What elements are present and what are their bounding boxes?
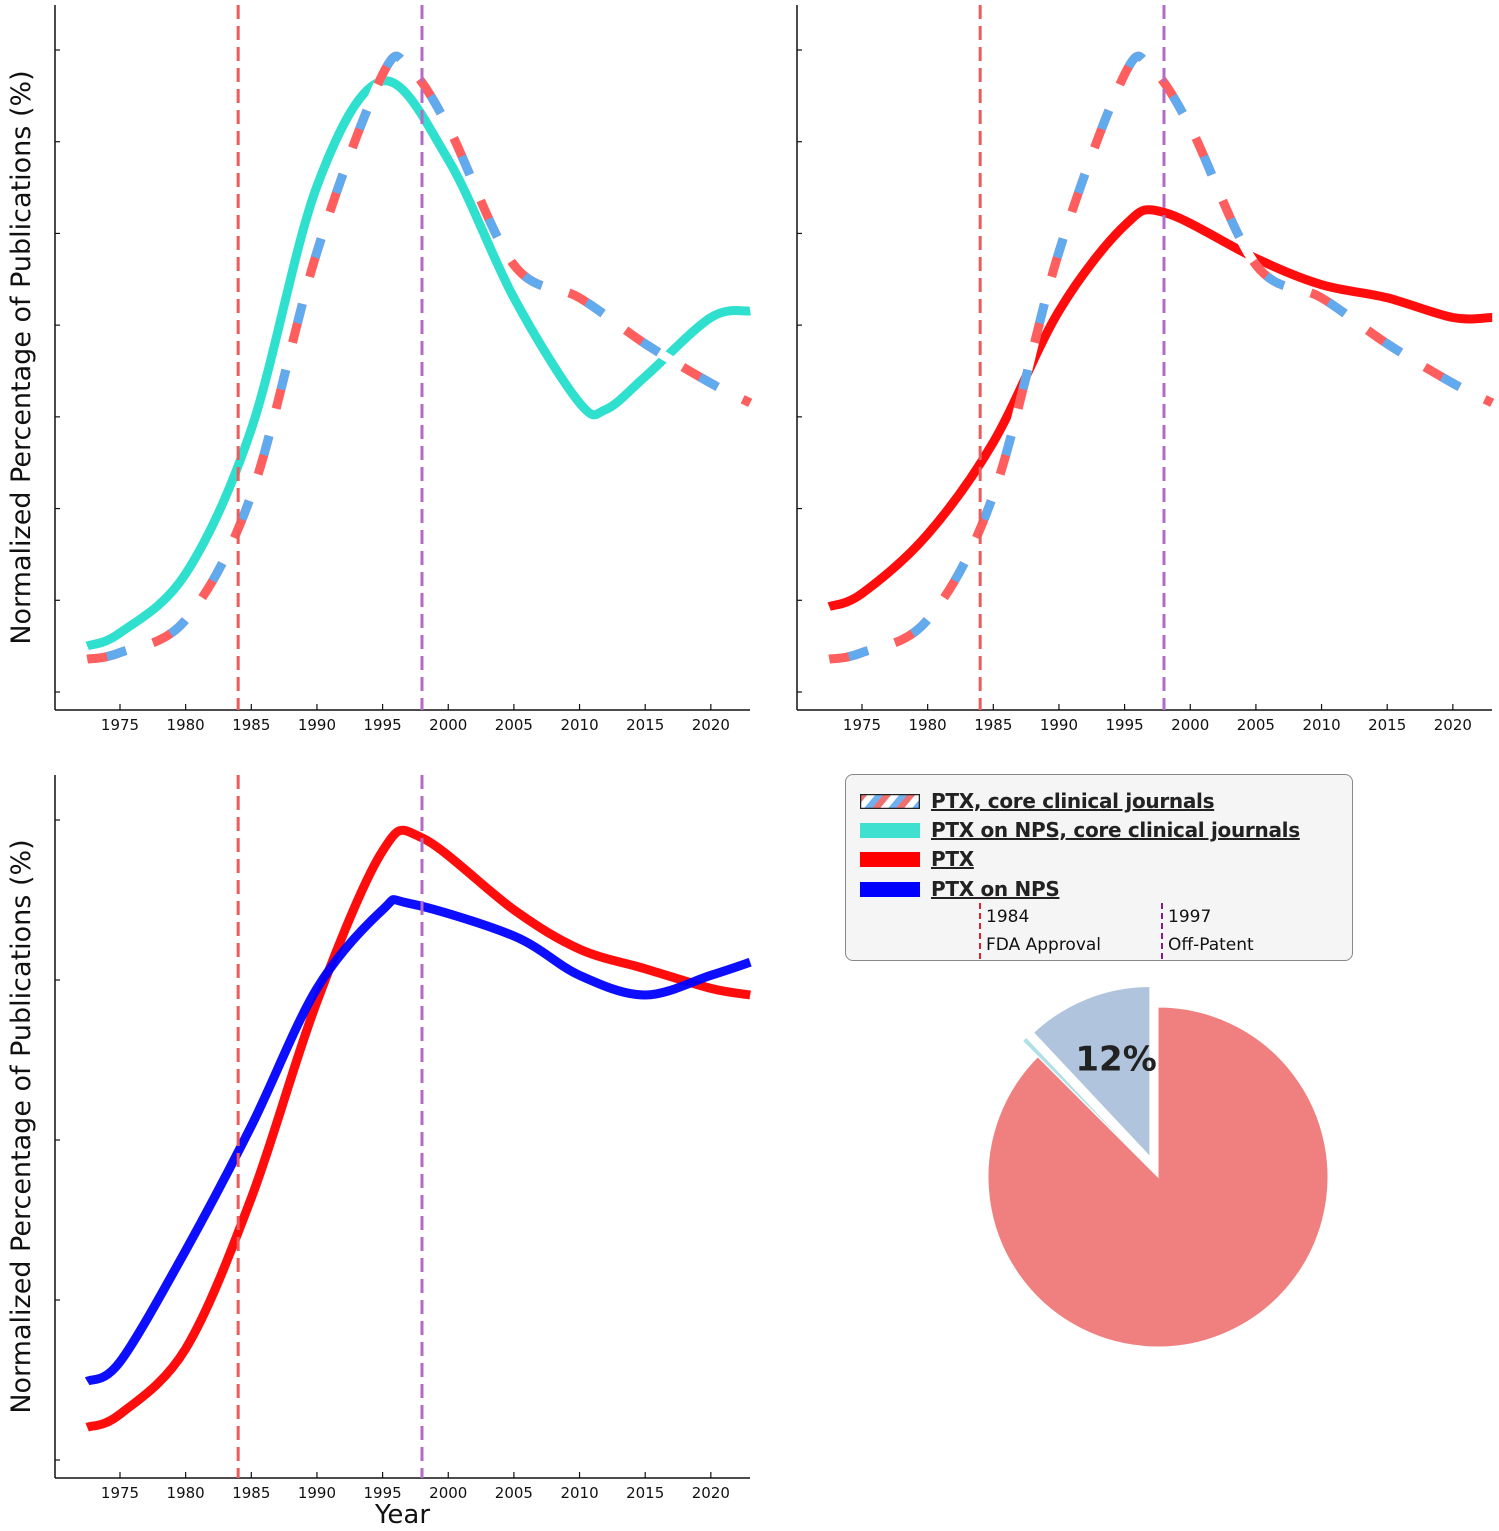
x-tick-label: 1980 <box>909 716 947 734</box>
x-tick-label: 2015 <box>626 1484 664 1502</box>
pie-slice-label: 12% <box>1075 1040 1156 1080</box>
legend-item: PTX <box>860 845 974 873</box>
x-tick-label: 1975 <box>101 716 139 734</box>
x-tick-label: 2000 <box>1171 716 1209 734</box>
series-line-ptx-on-nps-core-clinical-journals <box>85 76 751 651</box>
event-label: Off-Patent <box>1168 935 1254 955</box>
x-tick-label: 2000 <box>429 1484 467 1502</box>
x-tick-label: 2005 <box>495 716 533 734</box>
x-tick-label: 1990 <box>298 1484 336 1502</box>
x-tick-label: 1995 <box>1106 716 1144 734</box>
legend-item: PTX on NPS <box>860 875 1060 903</box>
x-tick-label: 2005 <box>495 1484 533 1502</box>
series-line-ptx <box>85 825 751 1432</box>
x-tick-label: 2015 <box>626 716 664 734</box>
x-tick-label: 1985 <box>232 1484 270 1502</box>
x-tick-label: 1985 <box>232 716 270 734</box>
series-line-core-clinical-red <box>828 51 1495 664</box>
legend-label: PTX <box>931 847 974 871</box>
panel-top-left: 1975 1980 1985 1990 1995 2000 2005 2010 2015 2020… <box>6 5 753 734</box>
legend-item: PTX on NPS, core clinical journals <box>860 816 1300 844</box>
series-line-core-clinical-blue <box>86 51 753 664</box>
legend: PTX, core clinical journals PTX on NPS, … <box>845 774 1353 961</box>
x-tick-label: 2010 <box>560 716 598 734</box>
x-tick-label: 2015 <box>1368 716 1406 734</box>
legend-event-fda: 1984 FDA Approval <box>979 903 1101 959</box>
series-line-ptx-on-nps <box>84 895 752 1386</box>
x-tick-label: 2010 <box>560 1484 598 1502</box>
legend-swatch-hatched <box>860 793 920 809</box>
series-line-ptx <box>827 205 1493 611</box>
panel-bottom-left: 1975 1980 1985 1990 1995 2000 2005 2010 2015 2020… <box>6 775 752 1530</box>
x-tick-label: 1995 <box>364 1484 402 1502</box>
legend-swatch <box>860 851 920 867</box>
x-tick-label: 1990 <box>298 716 336 734</box>
x-tick-label: 1975 <box>101 1484 139 1502</box>
pie-slice <box>1032 986 1151 1158</box>
event-year: 1984 <box>986 907 1030 927</box>
x-tick-label: 2000 <box>429 716 467 734</box>
y-axis-label: Normalized Percentage of Publications (%… <box>6 839 37 1413</box>
event-label: FDA Approval <box>986 935 1102 955</box>
x-axis-label: Year <box>374 1500 430 1530</box>
series-line-core-clinical-bg <box>828 51 1495 664</box>
event-year: 1997 <box>1168 907 1212 927</box>
x-tick-label: 1995 <box>364 716 402 734</box>
x-tick-label: 1985 <box>974 716 1012 734</box>
legend-label: PTX, core clinical journals <box>931 789 1215 813</box>
x-tick-label: 2010 <box>1302 716 1340 734</box>
x-tick-label: 2005 <box>1237 716 1275 734</box>
pie-slice <box>1021 1036 1144 1162</box>
panel-top-right: 1975 1980 1985 1990 1995 2000 2005 2010 2015 2020 <box>796 5 1495 734</box>
legend-label: PTX on NPS <box>931 877 1060 901</box>
series-line-core-clinical-blue <box>828 51 1495 664</box>
pie-slice <box>987 1006 1329 1348</box>
legend-swatch <box>860 822 920 838</box>
pie-chart: 12% <box>987 986 1329 1348</box>
x-tick-label: 2020 <box>1434 716 1472 734</box>
legend-label: PTX on NPS, core clinical journals <box>931 818 1300 842</box>
legend-event-patent: 1997 Off-Patent <box>1161 903 1254 959</box>
x-tick-label: 2020 <box>692 1484 730 1502</box>
y-axis-label: Normalized Percentage of Publications (%… <box>6 70 37 644</box>
x-tick-label: 1975 <box>843 716 881 734</box>
x-tick-label: 1990 <box>1040 716 1078 734</box>
legend-item: PTX, core clinical journals <box>860 787 1215 815</box>
x-tick-label: 1980 <box>167 716 205 734</box>
x-tick-label: 2020 <box>692 716 730 734</box>
x-tick-label: 1980 <box>167 1484 205 1502</box>
legend-swatch <box>860 881 920 897</box>
